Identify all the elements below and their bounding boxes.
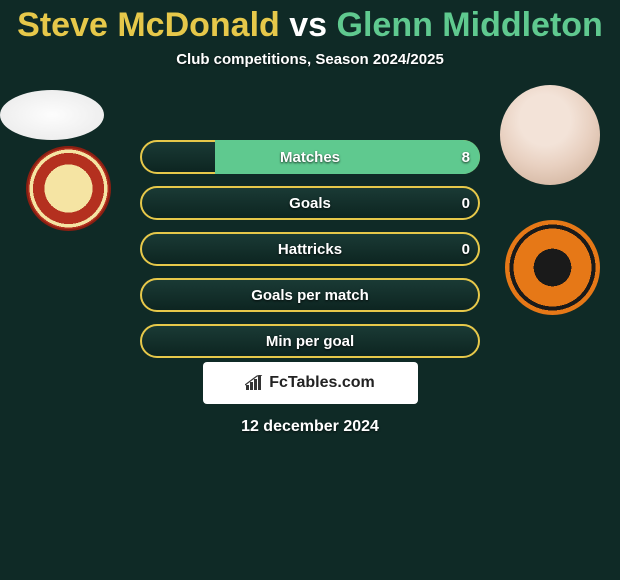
bar-label: Min per goal (140, 324, 480, 358)
player1-club-crest (26, 146, 111, 231)
subtitle: Club competitions, Season 2024/2025 (0, 51, 620, 68)
bar-label: Matches (140, 140, 480, 174)
comparison-content: Matches8Goals0Hattricks0Goals per matchM… (0, 90, 620, 350)
bar-label: Goals (140, 186, 480, 220)
stat-bars: Matches8Goals0Hattricks0Goals per matchM… (140, 140, 480, 370)
bar-label: Hattricks (140, 232, 480, 266)
chart-icon (245, 375, 265, 391)
bar-value-right: 0 (462, 232, 470, 266)
player2-club-crest (505, 220, 600, 315)
bar-label: Goals per match (140, 278, 480, 312)
bar-value-right: 0 (462, 186, 470, 220)
stat-row-min-per-goal: Min per goal (140, 324, 480, 358)
player1-name: Steve McDonald (17, 6, 280, 44)
bar-value-right: 8 (462, 140, 470, 174)
snapshot-date: 12 december 2024 (0, 418, 620, 436)
stat-row-hattricks: Hattricks0 (140, 232, 480, 266)
stat-row-matches: Matches8 (140, 140, 480, 174)
vs-text: vs (289, 6, 336, 44)
stat-row-goals: Goals0 (140, 186, 480, 220)
player1-photo (0, 90, 104, 140)
player2-photo (500, 85, 600, 185)
comparison-title: Steve McDonald vs Glenn Middleton (0, 0, 620, 45)
branding-text: FcTables.com (269, 374, 375, 392)
player2-name: Glenn Middleton (337, 6, 603, 44)
stat-row-goals-per-match: Goals per match (140, 278, 480, 312)
